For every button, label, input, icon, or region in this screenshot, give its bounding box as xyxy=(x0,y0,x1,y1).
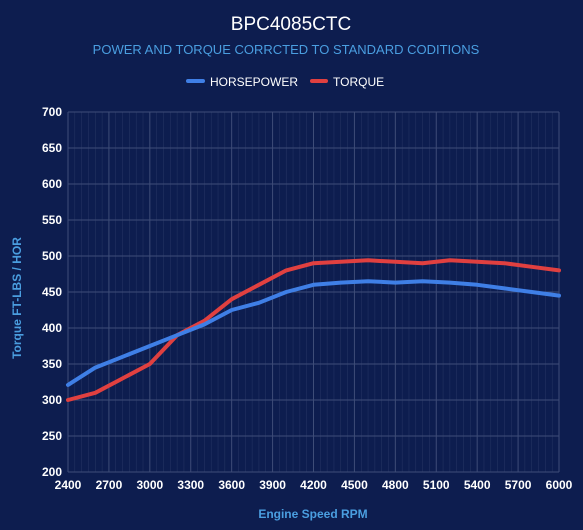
data-point-horsepower xyxy=(502,286,506,290)
legend-label-torque: TORQUE xyxy=(333,75,384,89)
data-point-torque xyxy=(448,258,452,262)
x-tick-label: 5400 xyxy=(464,478,491,492)
x-tick-label: 3600 xyxy=(218,478,245,492)
data-point-torque xyxy=(284,268,288,272)
data-point-torque xyxy=(339,260,343,264)
data-point-torque xyxy=(530,265,534,269)
x-tick-label: 2400 xyxy=(55,478,82,492)
y-tick-label: 300 xyxy=(42,393,62,407)
data-point-torque xyxy=(230,297,234,301)
major-grid xyxy=(67,111,560,473)
x-tick-label: 2700 xyxy=(96,478,123,492)
data-point-torque xyxy=(121,376,125,380)
data-point-torque xyxy=(502,261,506,265)
y-tick-label: 350 xyxy=(42,357,62,371)
data-point-horsepower xyxy=(175,333,179,337)
data-point-horsepower xyxy=(257,301,261,305)
x-tick-label: 5700 xyxy=(505,478,532,492)
data-point-torque xyxy=(421,261,425,265)
data-point-torque xyxy=(66,398,70,402)
data-point-torque xyxy=(393,260,397,264)
chart-title: BPC4085CTC xyxy=(231,14,351,35)
data-point-torque xyxy=(148,362,152,366)
data-point-torque xyxy=(557,268,561,272)
y-axis-ticks: 200 250 300 350 400 450 500 550 600 650 700 xyxy=(42,105,62,479)
data-point-horsepower xyxy=(312,283,315,287)
data-point-torque xyxy=(202,319,206,323)
y-tick-label: 600 xyxy=(42,177,62,191)
y-tick-label: 400 xyxy=(42,321,62,335)
data-point-horsepower xyxy=(284,290,288,294)
series-layer xyxy=(66,258,561,402)
x-tick-label: 3000 xyxy=(136,478,163,492)
y-tick-label: 200 xyxy=(42,465,62,479)
data-point-horsepower xyxy=(148,344,152,348)
data-point-horsepower xyxy=(448,281,452,285)
data-point-horsepower xyxy=(202,322,206,326)
data-point-horsepower xyxy=(393,281,397,285)
x-axis-ticks: 2400 2700 3000 3300 3600 3900 4200 4500 4800 5100… xyxy=(55,478,573,492)
data-point-horsepower xyxy=(557,294,561,298)
data-point-horsepower xyxy=(339,281,343,285)
x-tick-label: 3300 xyxy=(177,478,204,492)
x-axis-label: Engine Speed RPM xyxy=(258,507,367,521)
data-point-horsepower xyxy=(230,308,234,312)
x-tick-label: 5100 xyxy=(423,478,450,492)
x-tick-label: 4800 xyxy=(382,478,409,492)
legend-label-horsepower: HORSEPOWER xyxy=(210,75,298,89)
data-point-horsepower xyxy=(530,290,534,294)
data-point-torque xyxy=(257,283,261,287)
x-tick-label: 4500 xyxy=(341,478,368,492)
data-point-horsepower xyxy=(421,279,425,283)
y-tick-label: 500 xyxy=(42,249,62,263)
data-point-horsepower xyxy=(366,279,370,283)
legend: HORSEPOWER TORQUE xyxy=(186,75,384,89)
x-tick-label: 6000 xyxy=(546,478,573,492)
data-point-horsepower xyxy=(475,283,479,287)
data-point-torque xyxy=(93,391,97,395)
y-axis-label: Torque FT-LBS / HOR xyxy=(10,237,24,359)
y-tick-label: 250 xyxy=(42,429,62,443)
chart-subtitle: POWER AND TORQUE CORRCTED TO STANDARD CO… xyxy=(93,42,480,57)
y-tick-label: 700 xyxy=(42,105,62,119)
y-tick-label: 450 xyxy=(42,285,62,299)
data-point-horsepower xyxy=(121,355,125,359)
data-point-torque xyxy=(366,258,370,262)
x-tick-label: 4200 xyxy=(300,478,327,492)
data-point-horsepower xyxy=(66,383,70,387)
y-tick-label: 550 xyxy=(42,213,62,227)
y-tick-label: 650 xyxy=(42,141,62,155)
data-point-torque xyxy=(312,261,315,265)
data-point-torque xyxy=(475,260,479,264)
data-point-horsepower xyxy=(93,366,97,370)
x-tick-label: 3900 xyxy=(259,478,286,492)
